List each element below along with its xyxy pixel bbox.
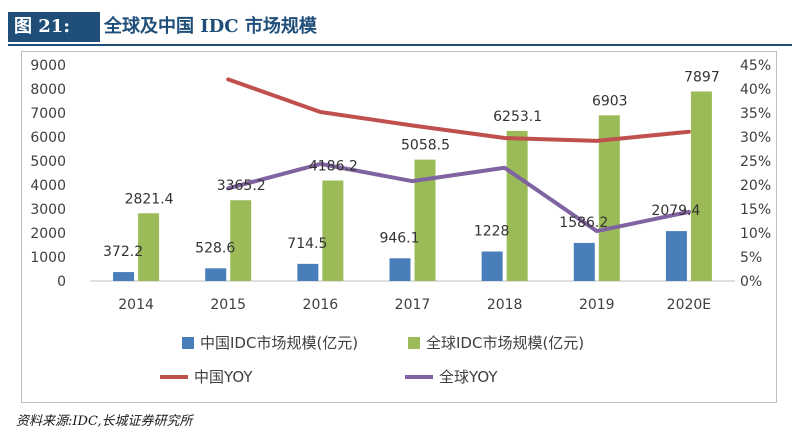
- y-right-tick-label: 30%: [740, 130, 771, 146]
- data-label-china: 2079.4: [651, 203, 700, 219]
- data-label-china: 1228: [474, 224, 510, 240]
- data-label-china: 372.2: [103, 244, 143, 260]
- y-right-tick-label: 10%: [740, 226, 771, 242]
- y-left-tick-label: 5000: [30, 154, 66, 170]
- bar-china-idc: [113, 272, 135, 281]
- y-left-tick-label: 4000: [30, 178, 66, 194]
- data-label-china: 946.1: [379, 230, 419, 246]
- legend-label: 中国YOY: [194, 368, 253, 386]
- chart-frame: [21, 51, 777, 403]
- data-label-china: 714.5: [287, 236, 327, 252]
- legend-swatch: [408, 337, 420, 349]
- figure-number: 图 21:: [8, 12, 100, 42]
- bar-global-idc: [506, 130, 528, 281]
- y-right-tick-label: 0%: [740, 274, 762, 290]
- x-tick-label: 2016: [303, 297, 339, 313]
- y-left-tick-label: 8000: [30, 82, 66, 98]
- bar-global-idc: [414, 159, 436, 281]
- x-tick-label: 2020E: [667, 297, 711, 313]
- data-label-global: 5058.5: [401, 138, 450, 154]
- y-left-tick-label: 3000: [30, 202, 66, 218]
- y-left-tick-label: 1000: [30, 250, 66, 266]
- data-label-global: 7897: [684, 69, 720, 85]
- data-label-global: 6253.1: [493, 109, 542, 125]
- bar-china-idc: [665, 231, 687, 281]
- data-label-global: 2821.4: [125, 191, 174, 207]
- header-rule: [8, 44, 792, 46]
- figure-header: 图 21: 全球及中国 IDC 市场规模: [8, 8, 792, 46]
- bar-china-idc: [297, 263, 319, 281]
- data-label-global: 6903: [592, 93, 628, 109]
- bar-china-idc: [481, 251, 503, 281]
- y-right-tick-label: 25%: [740, 154, 771, 170]
- x-tick-label: 2019: [579, 297, 615, 313]
- y-right-tick-label: 20%: [740, 178, 771, 194]
- y-right-tick-label: 35%: [740, 106, 771, 122]
- y-left-tick-label: 2000: [30, 226, 66, 242]
- bar-china-idc: [389, 258, 411, 281]
- y-right-tick-label: 45%: [740, 58, 771, 74]
- bar-global-idc: [690, 91, 712, 281]
- data-label-global: 4186.2: [309, 159, 358, 175]
- data-label-china: 528.6: [195, 240, 235, 256]
- bar-china-idc: [205, 268, 227, 281]
- bar-china-idc: [573, 242, 595, 281]
- y-left-tick-label: 9000: [30, 58, 66, 74]
- y-left-tick-label: 6000: [30, 130, 66, 146]
- line-china-yoy: [226, 77, 691, 143]
- legend-label: 全球YOY: [439, 368, 498, 386]
- y-right-tick-label: 5%: [740, 250, 762, 266]
- y-right-tick-label: 40%: [740, 82, 771, 98]
- data-label-global: 3365.2: [217, 178, 266, 194]
- line-global-yoy: [226, 161, 691, 234]
- legend-label: 全球IDC市场规模(亿元): [426, 334, 584, 352]
- x-tick-label: 2015: [210, 297, 246, 313]
- x-tick-label: 2017: [395, 297, 431, 313]
- figure-title: 全球及中国 IDC 市场规模: [104, 16, 317, 37]
- bar-global-idc: [230, 200, 252, 281]
- y-right-tick-label: 15%: [740, 202, 771, 218]
- x-tick-label: 2018: [487, 297, 523, 313]
- bar-global-idc: [322, 180, 344, 281]
- data-label-china: 1586.2: [559, 215, 608, 231]
- legend-swatch: [182, 337, 194, 349]
- y-left-tick-label: 0: [57, 274, 66, 290]
- bar-global-idc: [138, 213, 160, 281]
- bar-global-idc: [598, 115, 620, 281]
- legend-label: 中国IDC市场规模(亿元): [200, 334, 358, 352]
- source-note: 资料来源:IDC,长城证券研究所: [16, 414, 193, 429]
- y-left-tick-label: 7000: [30, 106, 66, 122]
- x-tick-label: 2014: [118, 297, 154, 313]
